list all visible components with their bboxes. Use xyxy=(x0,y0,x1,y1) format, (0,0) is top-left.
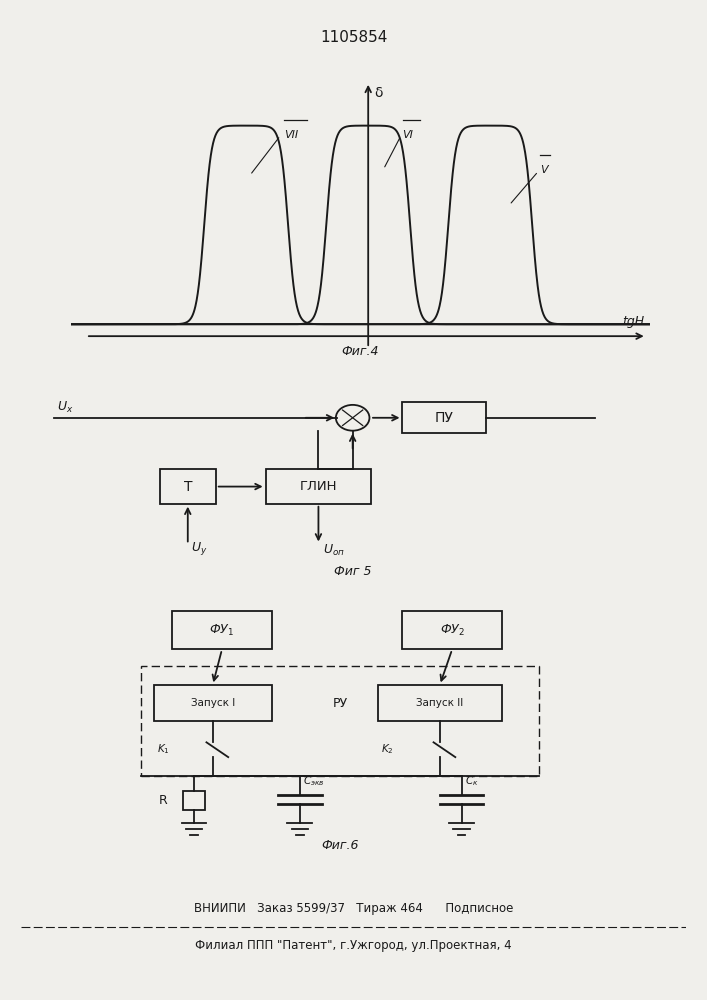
Text: VI: VI xyxy=(402,130,414,140)
Text: Т: Т xyxy=(184,480,192,494)
Text: δ: δ xyxy=(374,86,382,100)
Text: R: R xyxy=(158,794,168,807)
Text: ГЛИН: ГЛИН xyxy=(300,480,337,493)
Text: РУ: РУ xyxy=(333,697,348,710)
Text: Запуск II: Запуск II xyxy=(416,698,463,708)
Text: Фиг.6: Фиг.6 xyxy=(322,839,359,852)
Text: 1105854: 1105854 xyxy=(320,30,387,45)
Text: tgH: tgH xyxy=(622,315,644,328)
Text: Фиг 5: Фиг 5 xyxy=(334,565,371,578)
Text: $U_y$: $U_y$ xyxy=(191,540,207,557)
Text: Филиал ППП "Патент", г.Ужгород, ул.Проектная, 4: Филиал ППП "Патент", г.Ужгород, ул.Проек… xyxy=(195,939,512,952)
Text: Фиг.4: Фиг.4 xyxy=(341,345,380,358)
Text: Запуск I: Запуск I xyxy=(191,698,235,708)
Text: $ФУ_1$: $ФУ_1$ xyxy=(209,623,235,638)
Text: V: V xyxy=(540,165,547,175)
Text: $C_{экв}$: $C_{экв}$ xyxy=(303,774,325,788)
Text: $ФУ_2$: $ФУ_2$ xyxy=(440,623,464,638)
Text: $K_2$: $K_2$ xyxy=(380,742,393,756)
Text: $U_{оп}$: $U_{оп}$ xyxy=(323,543,345,558)
Text: ПУ: ПУ xyxy=(435,411,454,425)
Text: VII: VII xyxy=(284,130,298,140)
Text: $C_к$: $C_к$ xyxy=(464,774,478,788)
Text: $K_1$: $K_1$ xyxy=(157,742,170,756)
Text: $U_x$: $U_x$ xyxy=(57,400,74,415)
Text: ВНИИПИ   Заказ 5599/37   Тираж 464      Подписное: ВНИИПИ Заказ 5599/37 Тираж 464 Подписное xyxy=(194,902,513,915)
